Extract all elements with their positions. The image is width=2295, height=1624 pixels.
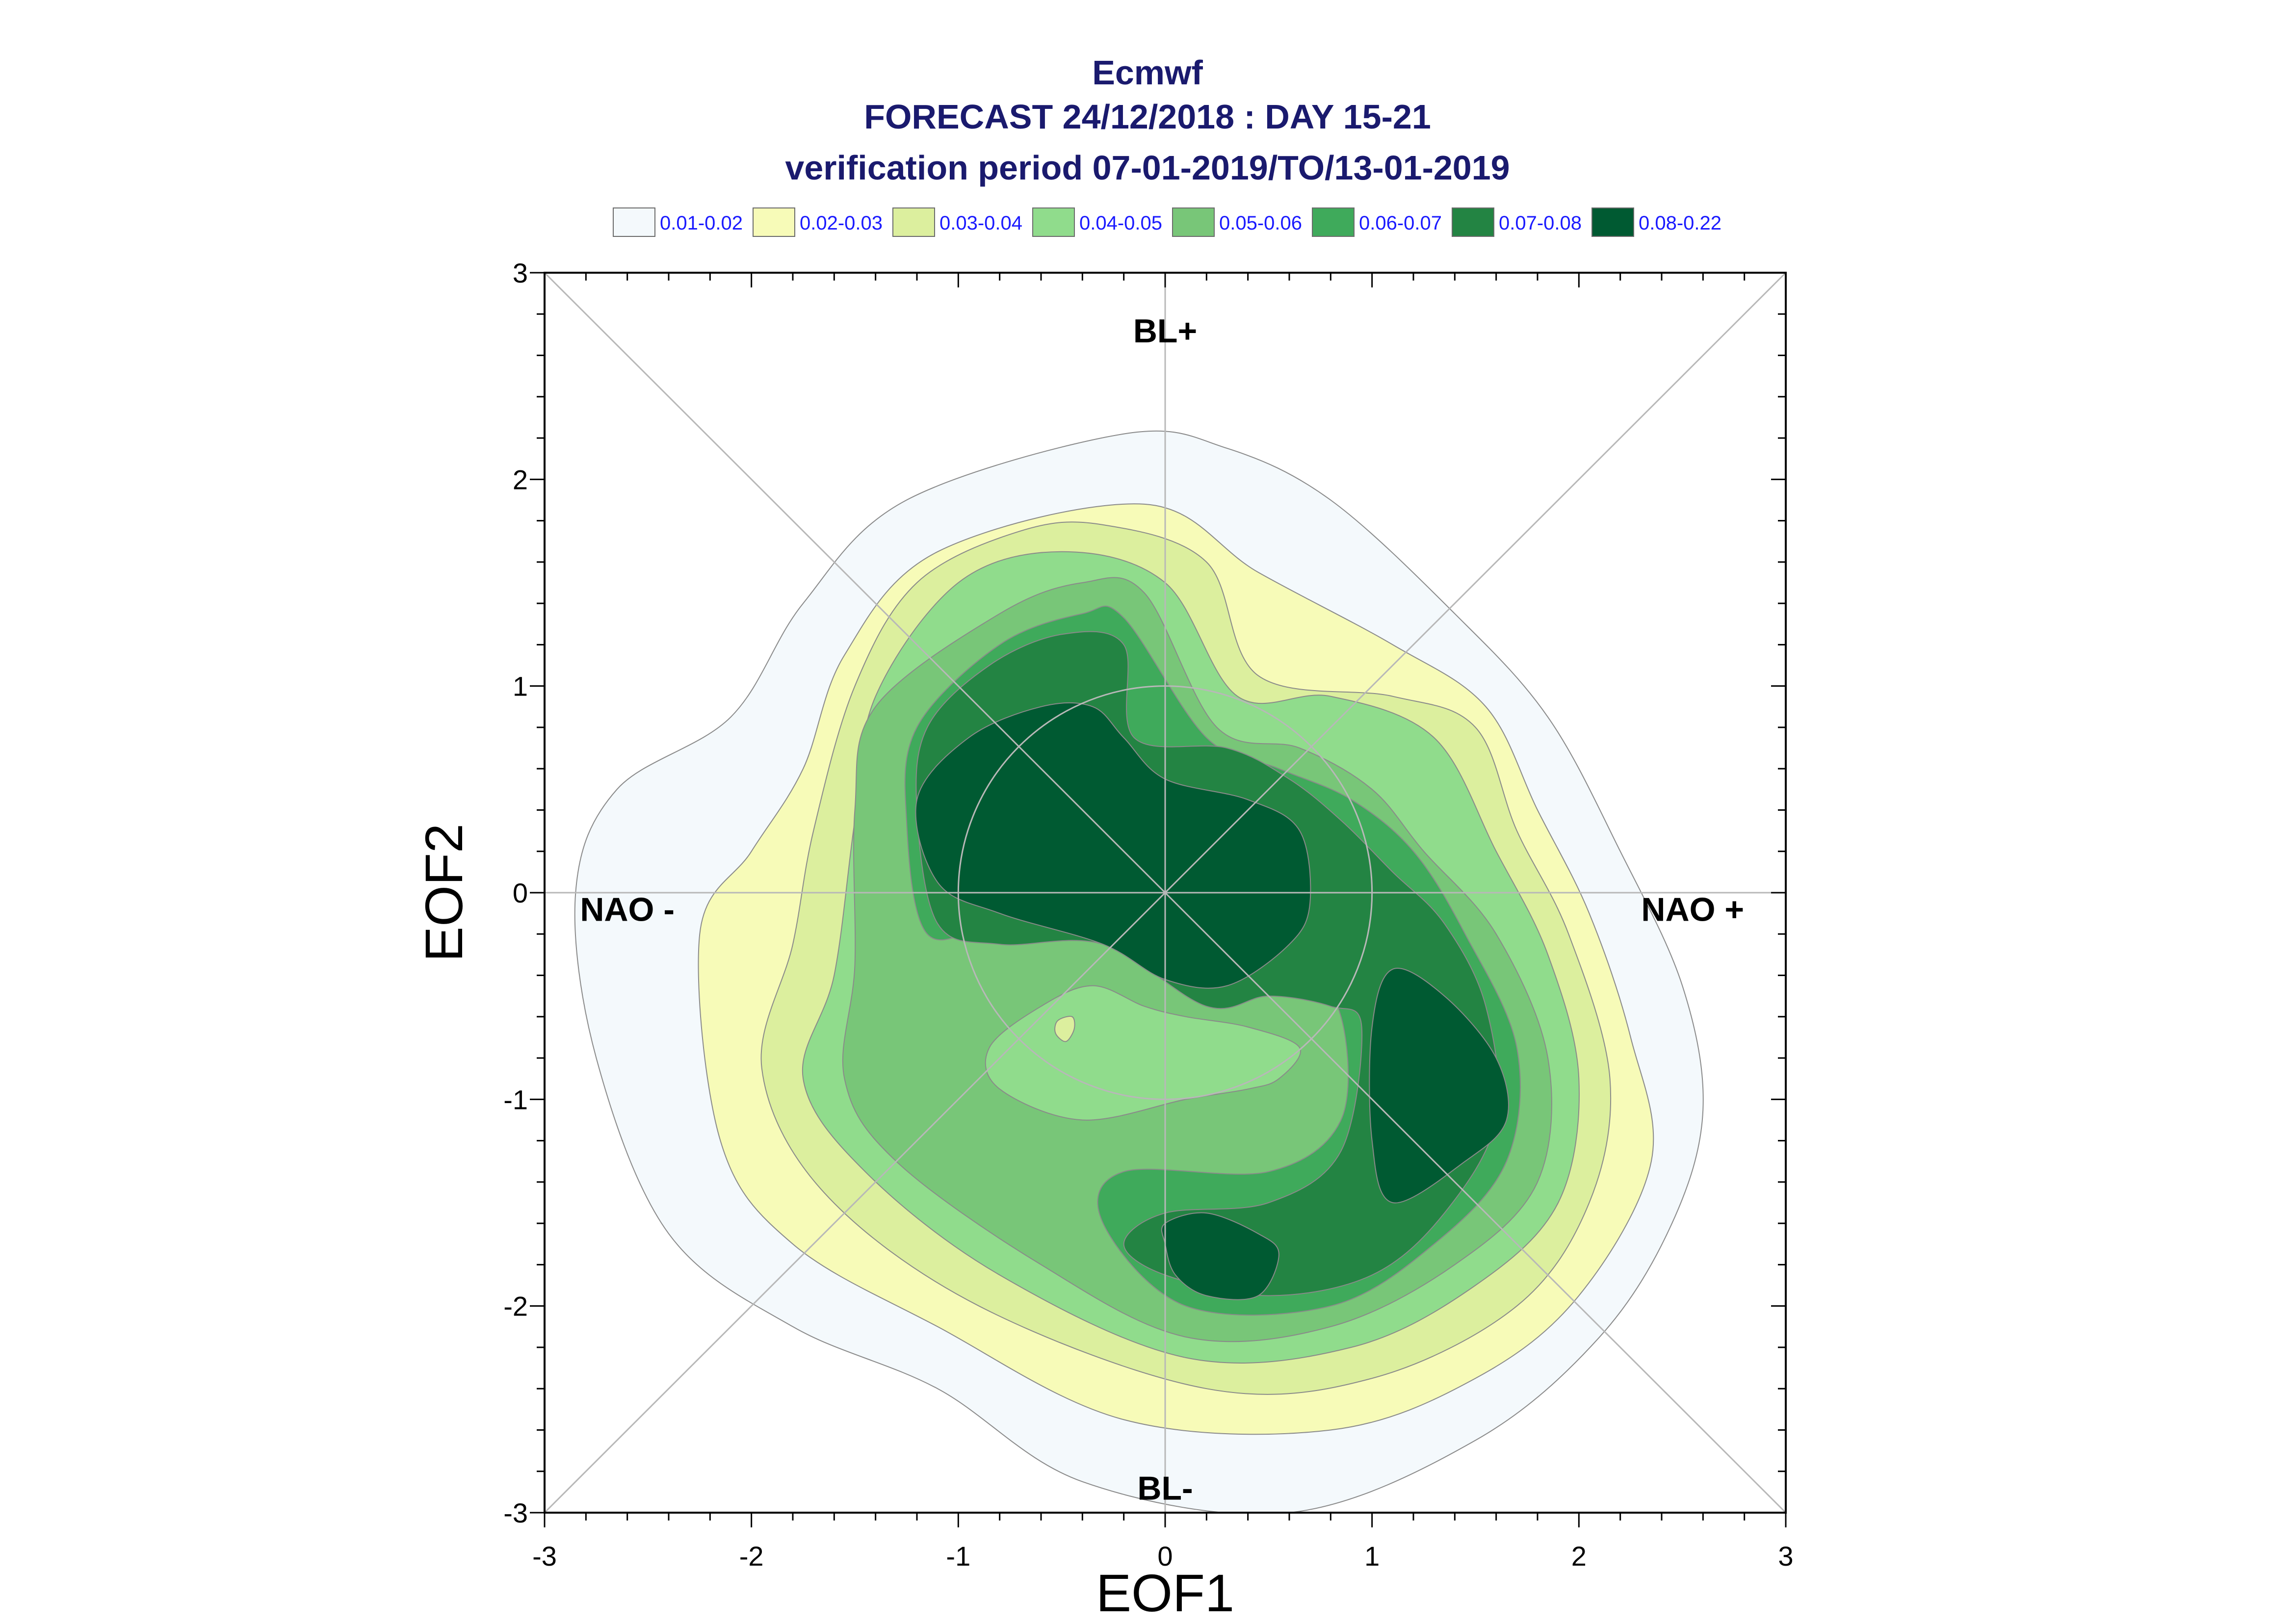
regime-labels: BL+ BL- NAO - NAO + <box>580 312 1744 1507</box>
reference-circle <box>957 685 1373 1100</box>
regime-label-2: BL- <box>1137 1469 1193 1507</box>
y-tick-label: 0 <box>513 877 528 908</box>
legend-label-3: 0.03-0.04 <box>939 212 1022 234</box>
y-tick-label: -2 <box>503 1291 528 1322</box>
x-tick-label: 0 <box>1157 1541 1173 1572</box>
x-tick-label: 2 <box>1571 1541 1587 1572</box>
legend-label-8: 0.08-0.22 <box>1639 212 1721 234</box>
title-line-3: verification period 07-01-2019/TO/13-01-… <box>785 149 1510 187</box>
contour-level-8-7 <box>915 702 1311 989</box>
y-tick-label: 1 <box>513 671 528 702</box>
chart-title: Ecmwf FORECAST 24/12/2018 : DAY 15-21 veri… <box>785 53 1510 187</box>
legend: 0.01-0.02 0.02-0.03 0.03-0.04 0.04-0.05 0.05… <box>613 207 1721 237</box>
y-axis-label: EOF2 <box>414 824 473 962</box>
y-tick-label: 3 <box>513 258 528 288</box>
x-tick-label: 3 <box>1778 1541 1793 1572</box>
legend-swatch-5 <box>1172 207 1215 237</box>
title-line-1: Ecmwf <box>1092 53 1203 92</box>
legend-label-1: 0.01-0.02 <box>660 212 743 234</box>
legend-swatch-6 <box>1312 207 1355 237</box>
y-tick-label: -1 <box>503 1084 528 1115</box>
axis-labels: -3 -2 -1 0 1 2 3 -3 -2 -1 0 1 2 3 EOF1 EOF2 <box>414 258 1794 1623</box>
legend-swatch-3 <box>892 207 935 237</box>
title-line-2: FORECAST 24/12/2018 : DAY 15-21 <box>864 98 1431 136</box>
y-tick-label: -3 <box>503 1497 528 1528</box>
legend-label-4: 0.04-0.05 <box>1079 212 1162 234</box>
regime-label-3: NAO - <box>580 891 675 928</box>
legend-label-5: 0.05-0.06 <box>1219 212 1302 234</box>
axis-ticks <box>530 272 1787 1527</box>
reference-lines <box>544 272 1787 1514</box>
legend-label-7: 0.07-0.08 <box>1499 212 1582 234</box>
x-tick-label: 1 <box>1364 1541 1380 1572</box>
x-tick-label: -3 <box>532 1541 557 1572</box>
legend-label-2: 0.02-0.03 <box>800 212 883 234</box>
legend-swatch-1 <box>613 207 655 237</box>
y-tick-label: 2 <box>513 464 528 495</box>
regime-label-4: NAO + <box>1641 891 1744 928</box>
x-tick-label: -2 <box>739 1541 764 1572</box>
density-contours <box>574 430 1704 1513</box>
regime-label-1: BL+ <box>1133 312 1197 350</box>
x-tick-label: -1 <box>946 1541 970 1572</box>
legend-swatch-4 <box>1032 207 1075 237</box>
contour-level-8-8 <box>1369 968 1509 1204</box>
legend-swatch-2 <box>753 207 795 237</box>
legend-swatch-8 <box>1591 207 1634 237</box>
x-axis-label: EOF1 <box>1096 1563 1234 1623</box>
legend-swatch-7 <box>1452 207 1494 237</box>
contour-level-8-9 <box>1161 1212 1279 1300</box>
legend-label-6: 0.06-0.07 <box>1359 212 1442 234</box>
contour-level-3-11 <box>1054 1016 1075 1042</box>
